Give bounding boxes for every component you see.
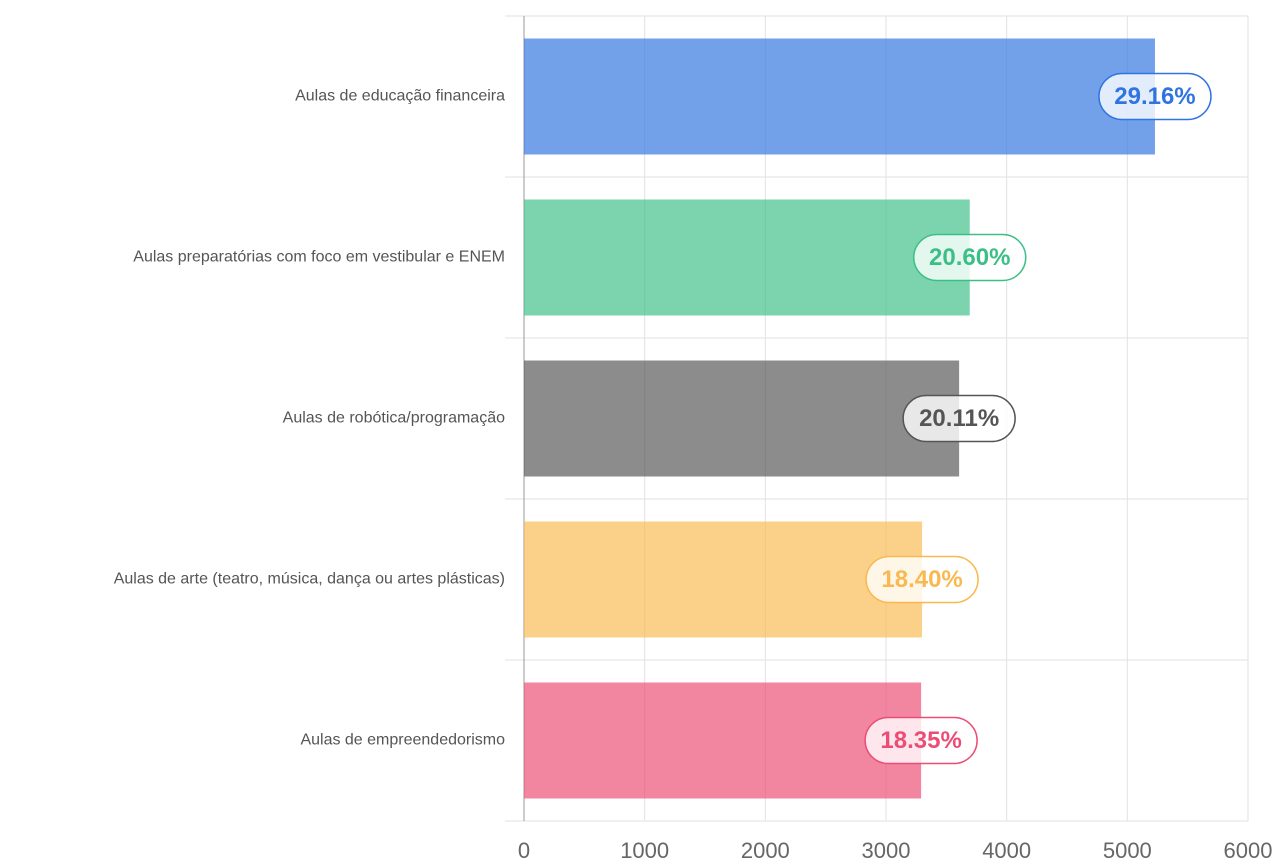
x-tick-label: 1000 — [620, 838, 669, 863]
value-label: 29.16% — [1114, 83, 1195, 110]
category-label: Aulas de educação financeira — [295, 88, 505, 105]
value-pill — [865, 555, 979, 604]
value-label: 20.11% — [919, 405, 999, 432]
value-pill — [902, 394, 1016, 443]
x-tick-label: 5000 — [1103, 838, 1152, 863]
category-label: Aulas de arte (teatro, música, dança ou … — [114, 571, 505, 588]
value-label: 18.40% — [881, 566, 962, 593]
value-label: 20.60% — [929, 244, 1010, 271]
category-label: Aulas de robótica/programação — [283, 410, 505, 427]
bar — [524, 360, 960, 477]
x-tick-label: 0 — [518, 838, 530, 863]
x-tick-label: 2000 — [741, 838, 790, 863]
bar — [524, 521, 923, 638]
value-pill — [1098, 72, 1212, 121]
category-label: Aulas de empreendedorismo — [300, 732, 505, 749]
x-tick-label: 3000 — [862, 838, 911, 863]
value-label: 18.35% — [880, 727, 961, 754]
x-tick-label: 4000 — [982, 838, 1031, 863]
category-label: Aulas preparatórias com foco em vestibul… — [133, 249, 505, 266]
x-tick-label: 6000 — [1224, 838, 1273, 863]
value-pill — [864, 716, 978, 765]
bar — [524, 38, 1155, 155]
bar — [524, 682, 922, 799]
bar — [524, 199, 970, 316]
value-pill — [912, 233, 1027, 282]
